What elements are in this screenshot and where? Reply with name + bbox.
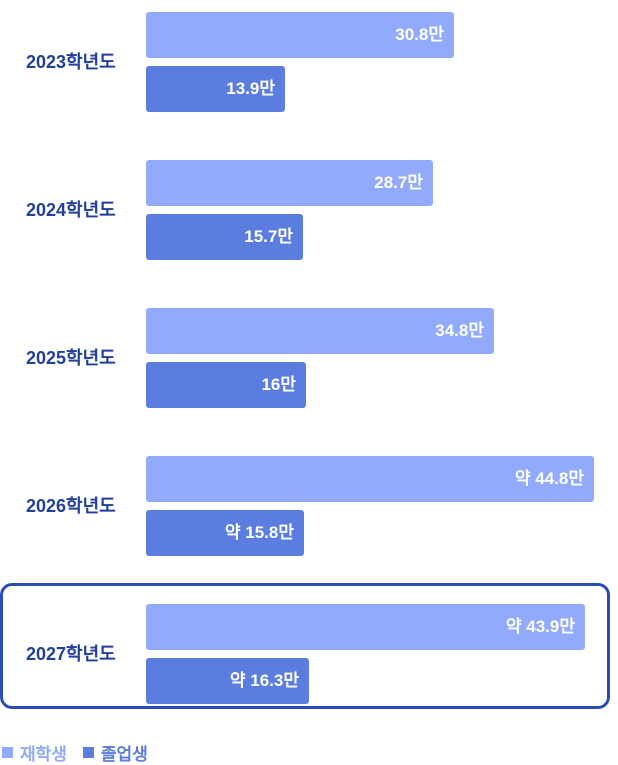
bar-enrolled: 34.8만 <box>146 308 494 354</box>
bar-value-label: 13.9만 <box>226 79 275 98</box>
bar-value-label: 16만 <box>261 375 296 394</box>
bar-graduate: 약 16.3만 <box>146 658 309 704</box>
bar-value-label: 30.8만 <box>395 25 444 44</box>
bar-chart: 2023학년도 30.8만 13.9만 2024학년도 28.7만 15.7만 2025학년… <box>0 12 610 709</box>
bar-value-label: 15.7만 <box>244 227 293 246</box>
category-label: 2026학년도 <box>26 496 116 516</box>
bar-value-label: 약 15.8만 <box>224 523 294 542</box>
legend-label: 재학생 <box>20 744 67 764</box>
highlight-box <box>0 583 610 709</box>
legend-swatch <box>82 746 94 758</box>
legend-item: 재학생 <box>2 740 67 765</box>
category-label: 2027학년도 <box>26 644 116 664</box>
category-label: 2024학년도 <box>26 200 116 220</box>
legend-item: 졸업생 <box>82 740 148 765</box>
bar-graduate: 13.9만 <box>146 66 285 112</box>
category-label: 2023학년도 <box>26 52 116 72</box>
bar-value-label: 34.8만 <box>435 321 484 340</box>
bar-value-label: 약 16.3만 <box>229 671 299 690</box>
bar-graduate: 16만 <box>146 362 306 408</box>
legend-label: 졸업생 <box>100 744 148 764</box>
legend: 재학생 졸업생 <box>2 740 148 764</box>
bar-value-label: 28.7만 <box>374 173 423 192</box>
bar-graduate: 15.7만 <box>146 214 303 260</box>
bar-value-label: 약 43.9만 <box>505 617 575 636</box>
legend-swatch <box>2 746 13 758</box>
bar-enrolled: 30.8만 <box>146 12 454 58</box>
bar-enrolled: 약 43.9만 <box>146 604 585 650</box>
bar-graduate: 약 15.8만 <box>146 510 304 556</box>
bar-enrolled: 약 44.8만 <box>146 456 594 502</box>
bar-value-label: 약 44.8만 <box>514 469 584 488</box>
bar-enrolled: 28.7만 <box>146 160 433 206</box>
category-label: 2025학년도 <box>26 348 116 368</box>
